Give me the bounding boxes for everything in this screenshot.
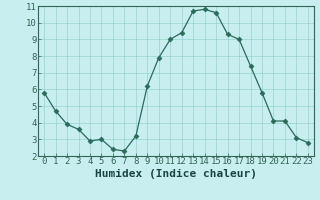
X-axis label: Humidex (Indice chaleur): Humidex (Indice chaleur) — [95, 169, 257, 179]
